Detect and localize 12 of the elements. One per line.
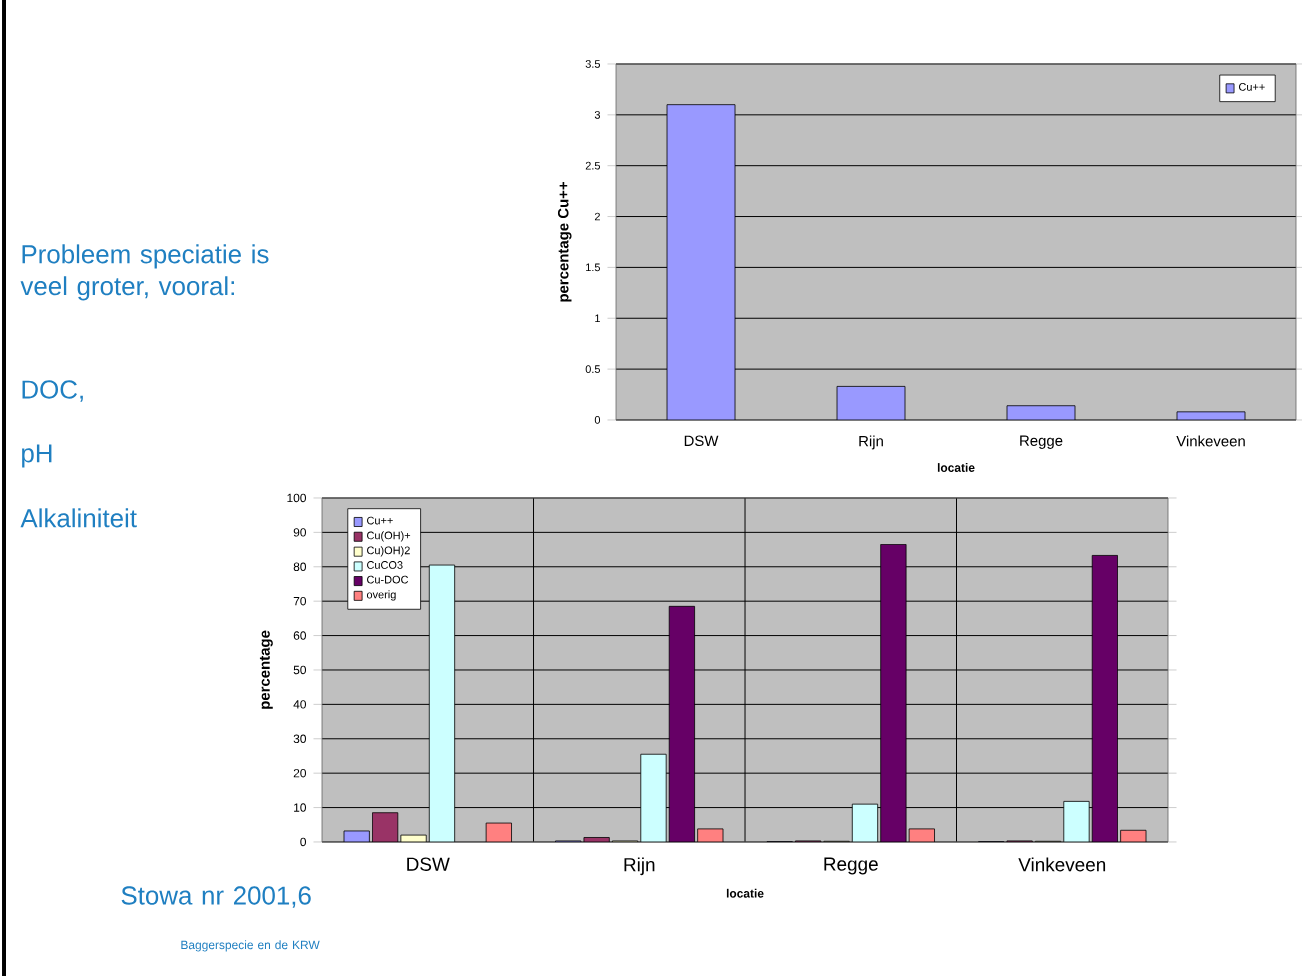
text: Alkaliniteit bbox=[20, 508, 137, 528]
x-tick-label: Rijn bbox=[624, 857, 655, 876]
text: DOC, bbox=[22, 380, 83, 402]
bar bbox=[1176, 411, 1246, 420]
text: pH bbox=[22, 444, 52, 468]
x-tick-label: Regge bbox=[824, 857, 878, 875]
x-tick-label: DSW bbox=[407, 857, 450, 871]
bar bbox=[836, 386, 906, 420]
bar bbox=[1006, 405, 1076, 420]
text: Probleem speciatie is veel groter, vooral: bbox=[20, 244, 269, 301]
text: Stowa nr 2001,6 bbox=[121, 886, 311, 908]
x-tick-label: Vinkeveen bbox=[1018, 857, 1106, 872]
